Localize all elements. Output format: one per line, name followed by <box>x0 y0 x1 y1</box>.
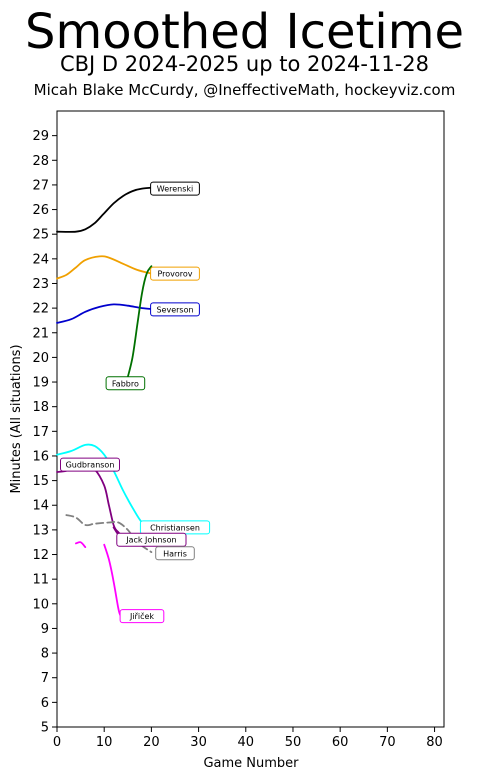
x-tick-label: 80 <box>426 735 443 750</box>
y-tick-label: 24 <box>32 252 49 267</box>
y-tick-label: 7 <box>41 671 49 686</box>
y-tick-label: 19 <box>32 376 49 391</box>
series-label-box-fabbro <box>105 376 146 391</box>
y-tick-label: 29 <box>32 129 49 144</box>
x-tick-label: 40 <box>238 735 255 750</box>
x-tick-label: 30 <box>190 735 207 750</box>
series-line-werenski <box>56 186 157 233</box>
y-tick-label: 11 <box>32 573 49 588</box>
chart-title: Smoothed Icetime <box>25 4 464 60</box>
series-label-gudbranson: Gudbranson <box>66 461 115 470</box>
y-tick-label: 10 <box>32 597 49 612</box>
series-label-jiricek: Jiřiček <box>129 611 154 621</box>
y-tick-label: 25 <box>32 228 49 243</box>
series-label-fabbro: Fabbro <box>112 379 139 388</box>
y-tick-label: 27 <box>32 178 49 193</box>
y-tick-label: 17 <box>32 425 49 440</box>
y-tick-label: 8 <box>41 647 49 662</box>
plot-area: 0 10 20 30 40 50 60 70 80 5 6 7 8 9 10 11 12 13 14 15 16 17 18… <box>32 110 445 750</box>
series-line-jiricek <box>103 543 122 617</box>
y-tick-label: 15 <box>32 474 49 489</box>
y-tick-label: 23 <box>32 277 49 292</box>
y-tick-label: 16 <box>32 449 49 464</box>
series-label-provorov: Provorov <box>157 270 192 279</box>
series-label-box-harris <box>155 546 195 561</box>
series-line-severson <box>56 303 157 324</box>
series-label-harris: Harris <box>163 549 187 558</box>
series-label-jack-johnson: Jack Johnson <box>125 536 176 545</box>
series-label-werenski: Werenski <box>157 185 194 194</box>
y-tick-label: 5 <box>41 721 49 736</box>
series-line-fabbro <box>126 265 153 378</box>
series-label-box-werenski <box>150 181 200 196</box>
series-label-box-jack-johnson <box>116 532 187 547</box>
y-tick-label: 6 <box>41 696 49 711</box>
series-label-box-gudbranson <box>60 457 120 472</box>
x-tick-label: 70 <box>379 735 396 750</box>
y-tick-label: 13 <box>32 523 49 538</box>
y-tick-label: 21 <box>32 326 49 341</box>
series-line-gudbranson <box>56 464 139 542</box>
y-tick-label: 28 <box>32 154 49 169</box>
y-tick-label: 26 <box>32 203 49 218</box>
y-tick-label: 12 <box>32 548 49 563</box>
series-label-box-jiricek <box>119 609 165 624</box>
y-axis-label: Minutes (All situations) <box>9 344 24 493</box>
y-tick-label: 9 <box>41 622 49 637</box>
y-tick-label: 22 <box>32 302 49 317</box>
y-tick-label: 14 <box>32 499 49 514</box>
chart-subtitle: CBJ D 2024-2025 up to 2024-11-28 <box>59 52 430 76</box>
chart-byline: Micah Blake McCurdy, @IneffectiveMath, h… <box>33 81 456 99</box>
y-tick-label: 18 <box>32 400 49 415</box>
series-label-box-provorov <box>150 266 200 281</box>
x-tick-label: 0 <box>53 735 61 750</box>
x-axis-label: Game Number <box>203 756 299 771</box>
series-label-box-severson <box>150 302 200 317</box>
plot-frame <box>56 110 445 728</box>
y-tick-label: 20 <box>32 351 49 366</box>
x-tick-label: 60 <box>332 735 349 750</box>
series-line-provorov <box>56 255 153 280</box>
x-tick-label: 10 <box>96 735 113 750</box>
x-tick-label: 50 <box>285 735 302 750</box>
series-label-christiansen: Christiansen <box>150 523 200 532</box>
series-label-severson: Severson <box>156 305 193 314</box>
x-tick-label: 20 <box>143 735 160 750</box>
series-line-jiricek <box>75 541 87 548</box>
